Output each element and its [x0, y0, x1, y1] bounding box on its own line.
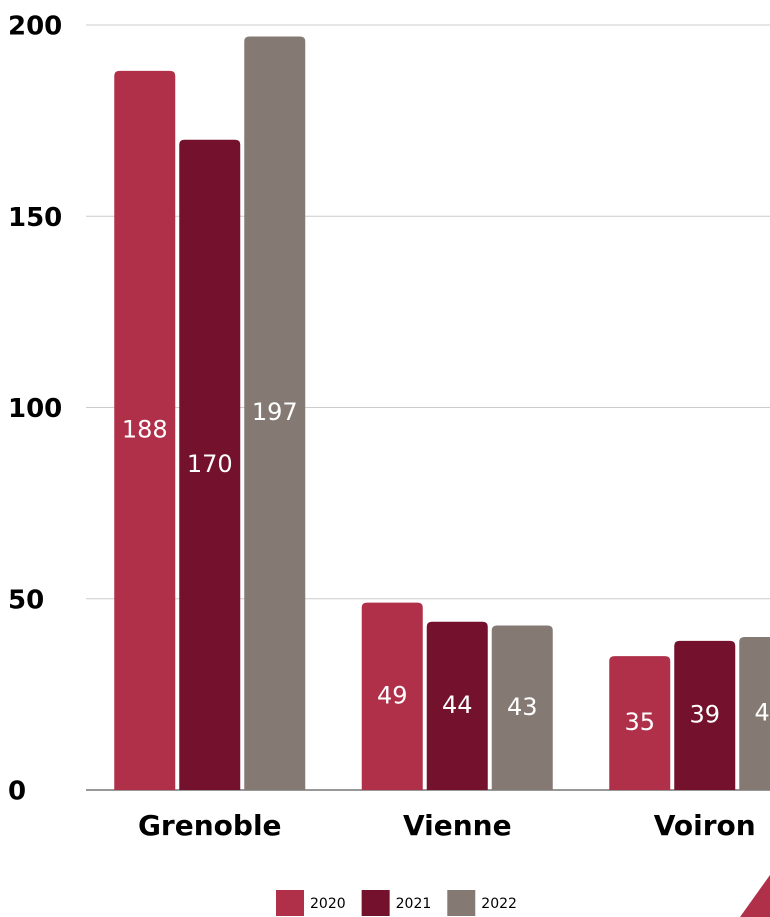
bar [361, 602, 423, 790]
bar [114, 70, 176, 790]
value-label: 188 [122, 415, 168, 443]
value-label: 35 [624, 708, 655, 736]
legend-label: 2021 [396, 896, 432, 912]
bar [739, 637, 770, 790]
legend-swatch [276, 890, 304, 916]
bar [426, 621, 488, 790]
value-label: 49 [377, 681, 408, 709]
value-label: 197 [252, 398, 298, 426]
bar [491, 625, 553, 790]
value-label: 170 [187, 450, 233, 478]
value-label: 39 [689, 700, 720, 728]
y-tick-label: 100 [8, 394, 62, 424]
legend-label: 2022 [481, 896, 517, 912]
y-tick-label: 200 [8, 12, 62, 42]
legend-swatch [447, 890, 476, 916]
y-tick-label: 0 [8, 777, 26, 807]
y-tick-label: 150 [8, 203, 62, 233]
value-label: 43 [507, 693, 538, 721]
x-tick-label: Vienne [403, 809, 512, 842]
bar [609, 656, 671, 790]
y-tick-label: 50 [8, 585, 44, 615]
bar [244, 36, 306, 791]
legend-swatch [361, 890, 390, 916]
x-tick-label: Voiron [654, 809, 756, 842]
legend-label: 2020 [310, 896, 346, 912]
bar [179, 139, 241, 790]
bar [674, 640, 736, 790]
corner-decoration [740, 875, 770, 917]
value-label: 44 [442, 691, 473, 719]
x-tick-label: Grenoble [138, 809, 282, 842]
value-label: 40 [754, 699, 770, 727]
